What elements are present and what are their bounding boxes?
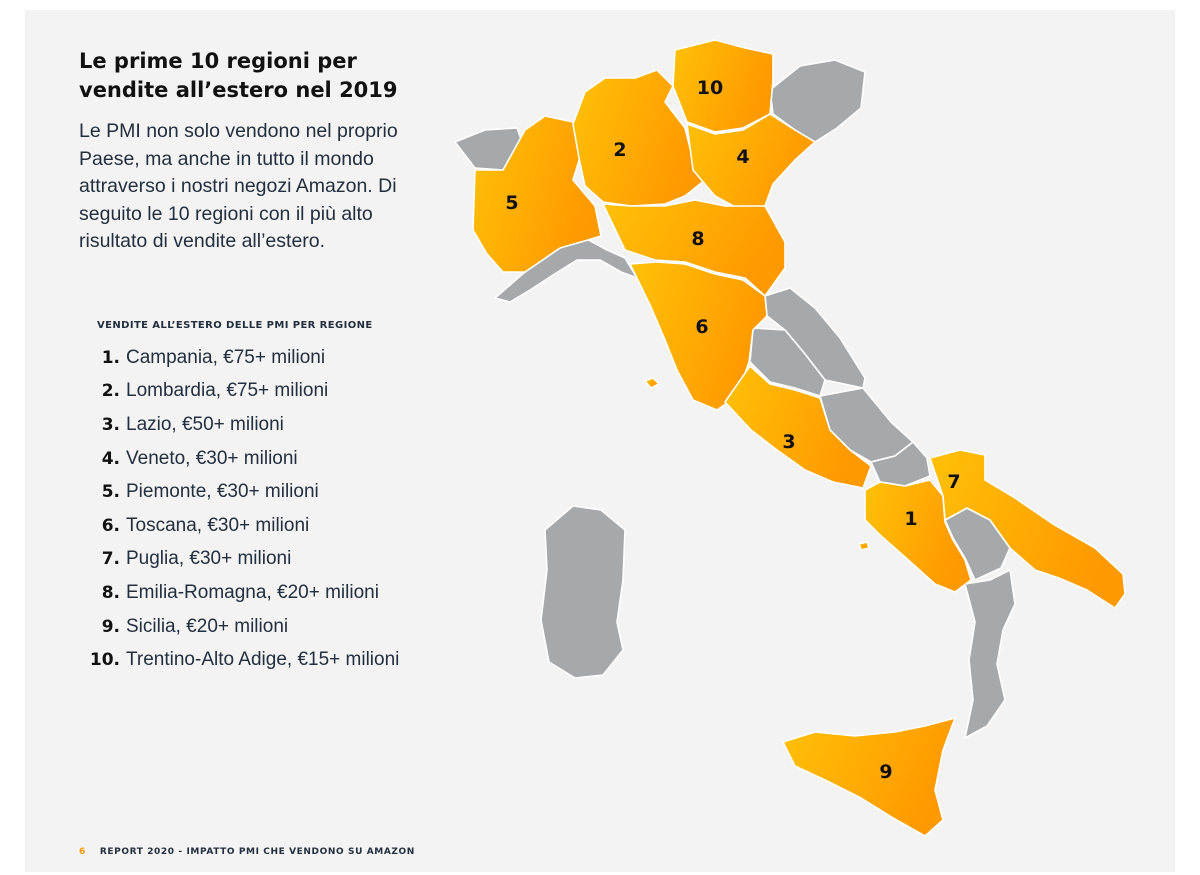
list-item: 2. Lombardia, €75+ milioni [79, 375, 399, 409]
intro-line: risultato di vendite all’estero. [79, 230, 326, 253]
page-title: Le prime 10 regioni per vendite all’este… [79, 47, 479, 105]
rank-number: 6. [101, 515, 120, 536]
rank-number: 8. [101, 582, 120, 603]
region-toscana [629, 261, 768, 411]
intro-paragraph: Le PMI non solo vendono nel proprio Paes… [79, 118, 449, 256]
rank-text: Lazio, €50+ milioni [126, 413, 284, 435]
region-emilia-romagna [602, 199, 786, 297]
rank-number: 5. [101, 482, 120, 503]
rank-number: 4. [101, 448, 120, 469]
rank-text: Lombardia, €75+ milioni [126, 380, 329, 402]
rank-number: 9. [101, 616, 120, 637]
rank-text: Puglia, €30+ milioni [126, 548, 292, 570]
ranking-heading: VENDITE ALL’ESTERO DELLE PMI PER REGIONE [97, 320, 373, 331]
rank-text: Sicilia, €20+ milioni [126, 615, 289, 637]
island-ischia [858, 541, 870, 551]
region-calabria [964, 569, 1016, 739]
list-item: 9. Sicilia, €20+ milioni [79, 610, 399, 644]
region-campania [864, 479, 972, 593]
map-label-piemonte: 5 [505, 192, 518, 214]
island-elba [644, 377, 660, 389]
rank-text: Veneto, €30+ milioni [126, 447, 298, 469]
list-item: 5. Piemonte, €30+ milioni [79, 475, 399, 509]
map-label-campania: 1 [904, 508, 917, 530]
list-item: 7. Puglia, €30+ milioni [79, 543, 399, 577]
map-label-puglia: 7 [947, 471, 960, 493]
map-label-lombardia: 2 [613, 139, 626, 161]
list-item: 6. Toscana, €30+ milioni [79, 509, 399, 543]
map-label-toscana: 6 [695, 316, 708, 338]
intro-line: Paese, ma anche in tutto il mondo [79, 147, 374, 170]
rank-text: Piemonte, €30+ milioni [126, 481, 319, 503]
list-item: 8. Emilia-Romagna, €20+ milioni [79, 576, 399, 610]
rank-number: 2. [101, 381, 120, 402]
map-label-trentino: 10 [697, 77, 723, 99]
intro-line: seguito le 10 regioni con il più alto [79, 202, 373, 225]
report-page: Le prime 10 regioni per vendite all’este… [25, 10, 1175, 872]
page-footer: 6 REPORT 2020 - IMPATTO PMI CHE VENDONO S… [79, 847, 415, 857]
map-label-emilia-romagna: 8 [691, 228, 704, 250]
rank-number: 1. [101, 347, 120, 368]
rank-text: Campania, €75+ milioni [126, 346, 326, 368]
region-lazio [724, 365, 872, 489]
list-item: 3. Lazio, €50+ milioni [79, 408, 399, 442]
rank-number: 3. [101, 414, 120, 435]
map-label-veneto: 4 [736, 146, 749, 168]
list-item: 1. Campania, €75+ milioni [79, 341, 399, 375]
region-sicilia [782, 717, 956, 837]
intro-line: Le PMI non solo vendono nel proprio [79, 120, 398, 142]
italy-regions-map: 1 2 3 4 5 6 7 8 9 10 [454, 39, 1126, 837]
page-number: 6 [79, 847, 86, 857]
map-label-lazio: 3 [782, 431, 795, 453]
rank-text: Emilia-Romagna, €20+ milioni [126, 581, 379, 603]
region-friuli [769, 59, 866, 143]
region-sardegna [540, 505, 626, 679]
region-veneto [686, 113, 816, 209]
title-line-2: vendite all’estero nel 2019 [79, 78, 398, 102]
rank-number: 10. [89, 650, 120, 671]
map-label-sicilia: 9 [879, 761, 892, 783]
list-item: 4. Veneto, €30+ milioni [79, 442, 399, 476]
intro-line: attraverso i nostri negozi Amazon. Di [79, 175, 397, 198]
title-line-1: Le prime 10 regioni per [79, 49, 357, 73]
rank-text: Toscana, €30+ milioni [126, 514, 310, 536]
region-puglia [929, 449, 1126, 609]
rank-number: 7. [101, 549, 120, 570]
ranking-list: 1. Campania, €75+ milioni 2. Lombardia, €7… [79, 341, 400, 677]
rank-text: Trentino-Alto Adige, €15+ milioni [126, 649, 400, 671]
footer-text: REPORT 2020 - IMPATTO PMI CHE VENDONO SU… [99, 847, 415, 857]
list-item: 10. Trentino-Alto Adige, €15+ milioni [79, 643, 400, 677]
